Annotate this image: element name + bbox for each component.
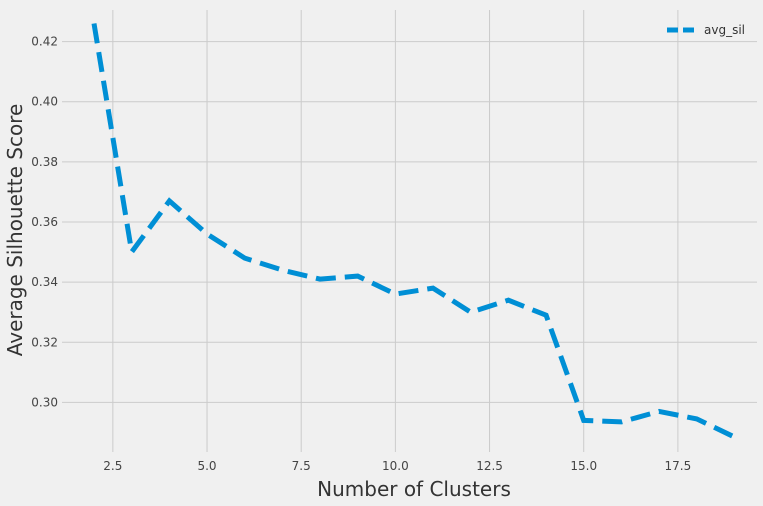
x-tick-labels: 2.5 5.0 7.5 10.0 12.5 15.0 17.5 bbox=[103, 459, 691, 473]
x-tick-label: 17.5 bbox=[665, 459, 692, 473]
x-tick-label: 15.0 bbox=[570, 459, 597, 473]
y-tick-label: 0.36 bbox=[31, 215, 58, 229]
y-tick-label: 0.38 bbox=[31, 155, 58, 169]
x-tick-label: 12.5 bbox=[476, 459, 503, 473]
y-axis-label: Average Silhouette Score bbox=[3, 104, 27, 357]
x-tick-label: 7.5 bbox=[292, 459, 311, 473]
x-grid bbox=[112, 10, 679, 452]
y-grid bbox=[62, 41, 757, 403]
y-tick-labels: 0.30 0.32 0.34 0.36 0.38 0.40 0.42 bbox=[31, 35, 58, 410]
y-tick-label: 0.42 bbox=[31, 35, 58, 49]
series-line-avg-sil bbox=[91, 23, 736, 440]
y-tick-label: 0.34 bbox=[31, 275, 58, 289]
x-tick-label: 2.5 bbox=[103, 459, 122, 473]
legend-label-avg-sil: avg_sil bbox=[704, 23, 745, 37]
x-axis-label: Number of Clusters bbox=[317, 477, 511, 501]
y-tick-label: 0.32 bbox=[31, 335, 58, 349]
x-tick-label: 10.0 bbox=[382, 459, 409, 473]
y-tick-label: 0.40 bbox=[31, 95, 58, 109]
series-layer bbox=[91, 23, 736, 440]
x-tick-label: 5.0 bbox=[197, 459, 216, 473]
y-tick-label: 0.30 bbox=[31, 395, 58, 409]
legend: avg_sil bbox=[667, 23, 745, 37]
